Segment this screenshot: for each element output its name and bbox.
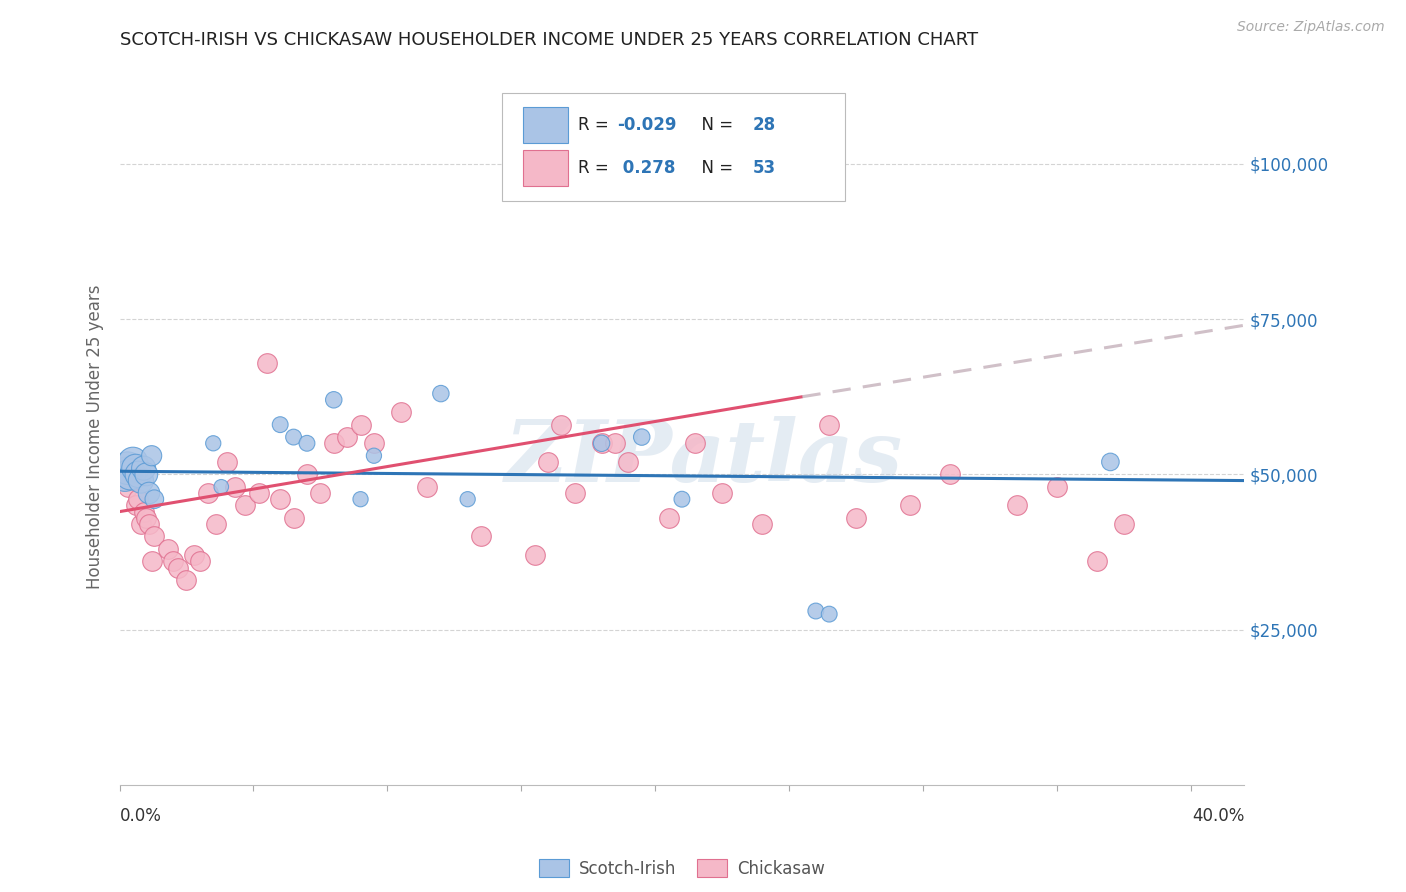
Text: N =: N = <box>690 159 738 177</box>
Point <box>269 492 291 507</box>
FancyBboxPatch shape <box>523 106 568 143</box>
Point <box>1112 516 1135 531</box>
Point <box>129 474 152 488</box>
Point <box>183 548 205 562</box>
Point <box>295 467 318 482</box>
Point <box>215 455 238 469</box>
Text: 28: 28 <box>752 116 776 134</box>
Point <box>117 480 139 494</box>
Point <box>127 492 149 507</box>
Point <box>818 607 841 621</box>
Point <box>938 467 960 482</box>
Point <box>124 499 146 513</box>
Text: Source: ZipAtlas.com: Source: ZipAtlas.com <box>1237 20 1385 34</box>
Point <box>197 486 219 500</box>
Point <box>224 480 246 494</box>
Point <box>256 355 278 369</box>
Text: -0.029: -0.029 <box>617 116 676 134</box>
Text: 53: 53 <box>752 159 776 177</box>
Point <box>141 554 163 568</box>
Point <box>1005 499 1028 513</box>
Point <box>1046 480 1069 494</box>
Point <box>523 548 546 562</box>
Point <box>129 516 152 531</box>
Point <box>309 486 332 500</box>
Point <box>804 604 827 618</box>
Text: SCOTCH-IRISH VS CHICKASAW HOUSEHOLDER INCOME UNDER 25 YEARS CORRELATION CHART: SCOTCH-IRISH VS CHICKASAW HOUSEHOLDER IN… <box>120 31 977 49</box>
Point <box>685 436 707 450</box>
Point <box>135 511 157 525</box>
Point <box>1085 554 1108 568</box>
Point <box>818 417 841 432</box>
Point <box>363 436 385 450</box>
Point <box>202 436 225 450</box>
Point <box>120 467 142 482</box>
Point <box>336 430 359 444</box>
Point <box>430 386 453 401</box>
Text: R =: R = <box>578 159 614 177</box>
Point <box>176 573 198 587</box>
Point <box>283 511 305 525</box>
Text: 0.0%: 0.0% <box>120 807 162 825</box>
Point <box>122 467 145 482</box>
Point <box>564 486 586 500</box>
Point <box>1099 455 1122 469</box>
Point <box>209 480 232 494</box>
Point <box>845 511 868 525</box>
Point <box>205 516 228 531</box>
Legend: Scotch-Irish, Chickasaw: Scotch-Irish, Chickasaw <box>533 853 831 885</box>
Point <box>247 486 270 500</box>
Text: N =: N = <box>690 116 738 134</box>
Point <box>416 480 439 494</box>
Point <box>389 405 412 419</box>
Point <box>138 516 160 531</box>
Point <box>591 436 613 450</box>
Point <box>537 455 560 469</box>
Point <box>550 417 572 432</box>
Point <box>269 417 291 432</box>
Point <box>143 492 166 507</box>
Point <box>117 461 139 475</box>
Point <box>127 467 149 482</box>
Point <box>295 436 318 450</box>
Point <box>143 529 166 543</box>
Point <box>657 511 679 525</box>
Point <box>141 449 163 463</box>
Text: 0.278: 0.278 <box>617 159 675 177</box>
Point <box>138 486 160 500</box>
Text: R =: R = <box>578 116 614 134</box>
Point <box>349 492 371 507</box>
Point <box>457 492 479 507</box>
Point <box>124 461 146 475</box>
Point <box>617 455 640 469</box>
Point <box>132 461 155 475</box>
Point <box>188 554 211 568</box>
Text: 40.0%: 40.0% <box>1192 807 1244 825</box>
Point <box>235 499 257 513</box>
FancyBboxPatch shape <box>523 150 568 186</box>
Point <box>122 455 145 469</box>
Point <box>630 430 652 444</box>
Point <box>363 449 385 463</box>
FancyBboxPatch shape <box>502 93 845 201</box>
Point <box>283 430 305 444</box>
Point <box>135 467 157 482</box>
Point <box>162 554 184 568</box>
Point <box>470 529 492 543</box>
Point <box>156 541 179 556</box>
Text: ZIPatlas: ZIPatlas <box>505 417 904 500</box>
Point <box>671 492 693 507</box>
Point <box>591 436 613 450</box>
Point <box>711 486 734 500</box>
Point <box>132 505 155 519</box>
Point <box>898 499 921 513</box>
Point <box>322 392 344 407</box>
Point <box>322 436 344 450</box>
Point <box>114 467 136 482</box>
Point <box>167 560 190 574</box>
Point <box>751 516 773 531</box>
Point <box>603 436 626 450</box>
Point <box>349 417 371 432</box>
Y-axis label: Householder Income Under 25 years: Householder Income Under 25 years <box>86 285 104 590</box>
